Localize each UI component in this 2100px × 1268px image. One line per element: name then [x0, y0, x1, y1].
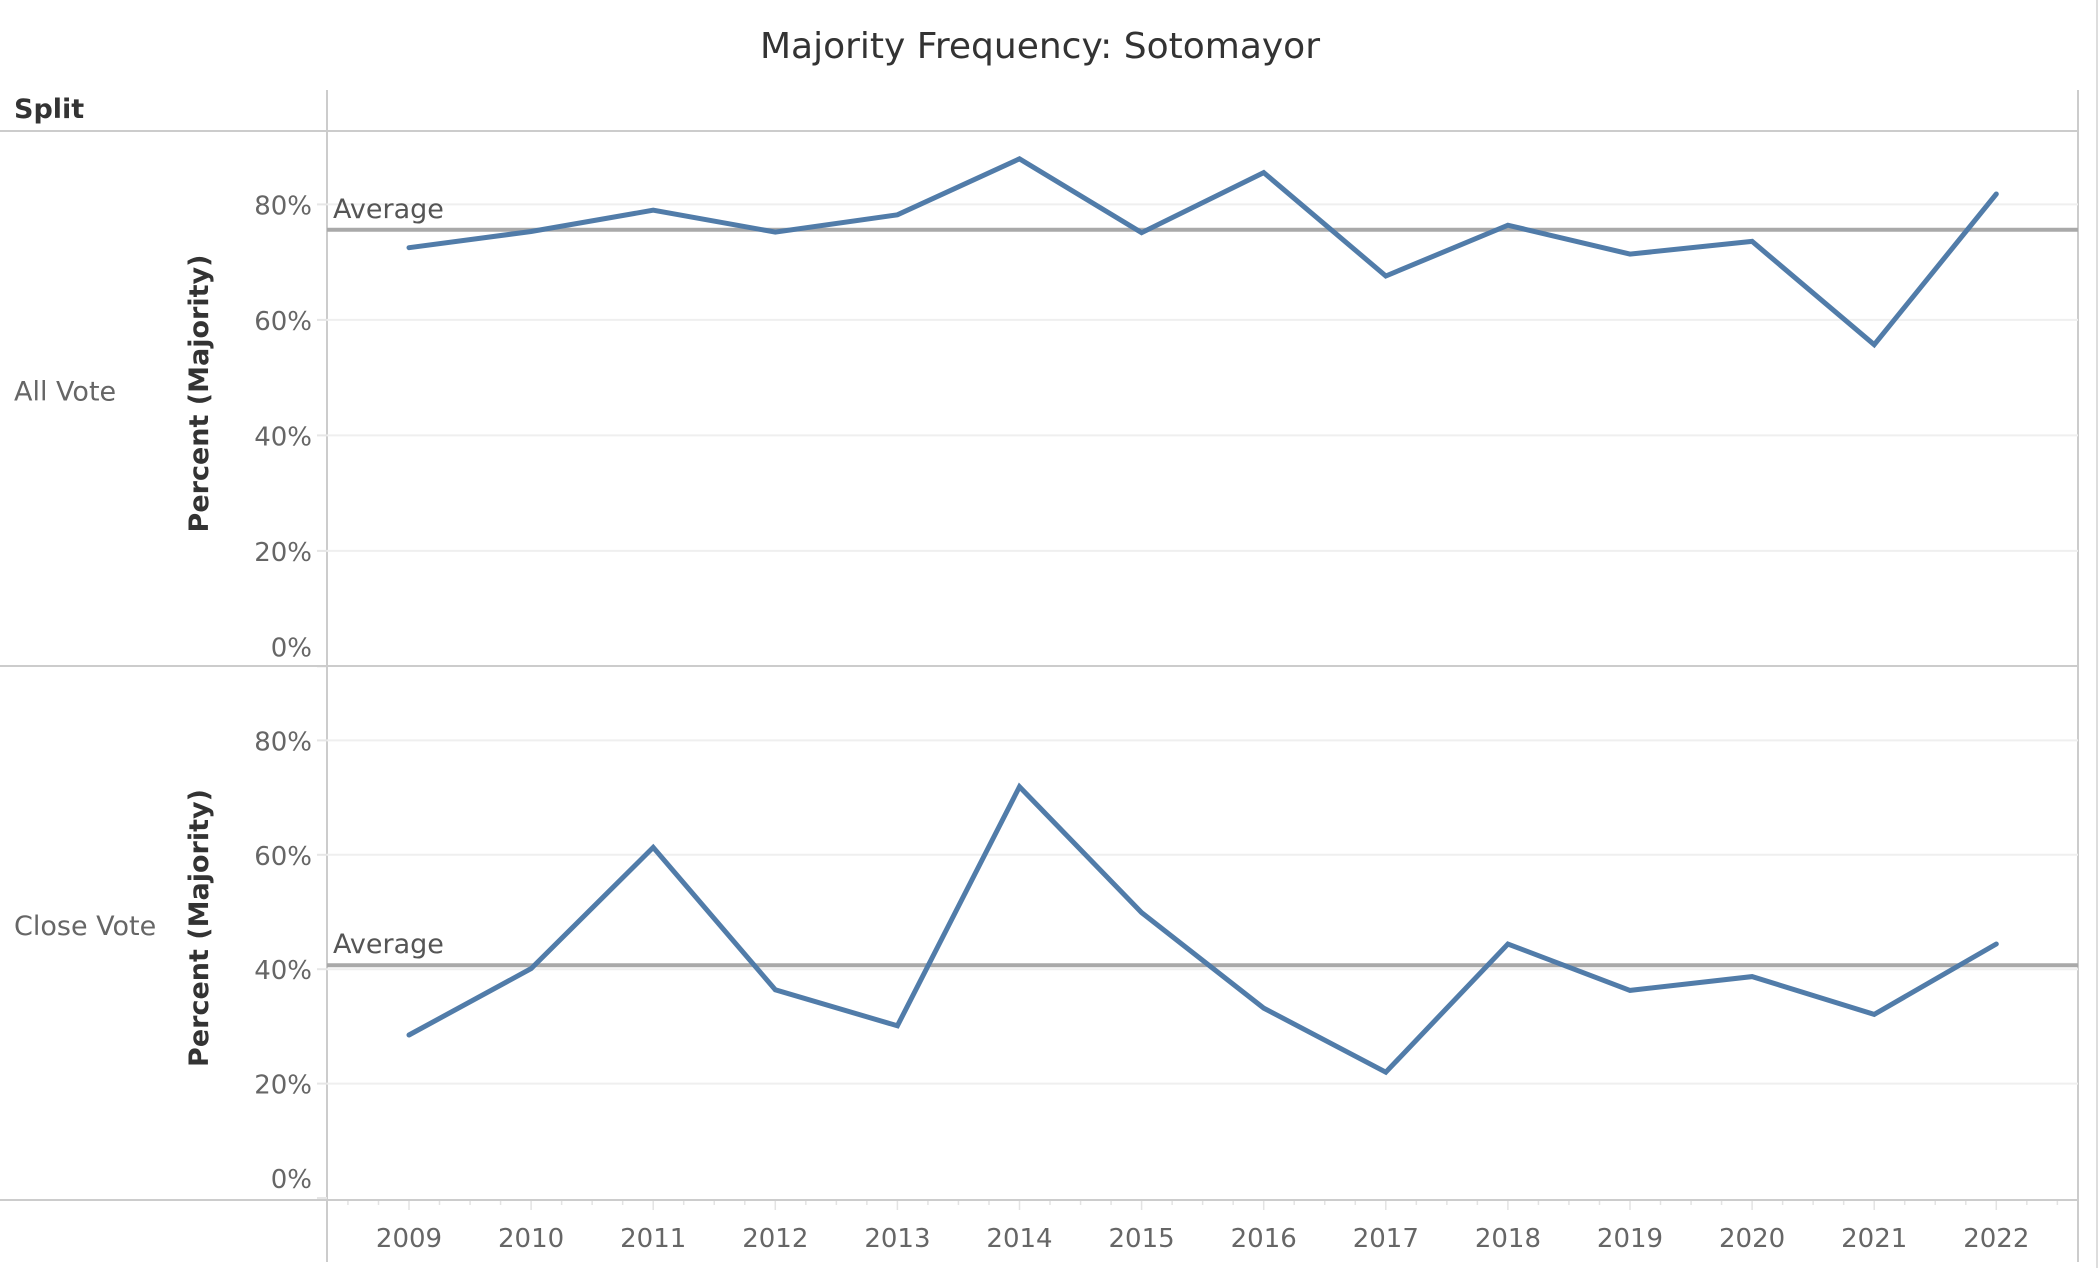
- average-label: Average: [333, 194, 444, 225]
- x-tick-label: 2015: [1109, 1224, 1175, 1254]
- x-tick-label: 2016: [1231, 1224, 1297, 1254]
- x-tick-label: 2019: [1597, 1224, 1663, 1254]
- x-axis: 2009 2010 2011 2012 2013 2014 2015 2016 2017 2018…: [0, 1199, 2079, 1262]
- y-axis-title: Percent (Majority): [184, 789, 215, 1067]
- x-tick-label: 2021: [1841, 1224, 1907, 1254]
- y-tick-label: 40%: [254, 422, 312, 452]
- panel-all-vote: 0% 20% 40% 60% 80% All Vote Percent (Majority)…: [0, 130, 2079, 668]
- panel-close-vote: 0% 20% 40% 60% 80% Close Vote Percent (Majorit…: [0, 665, 2079, 1200]
- panels: 0% 20% 40% 60% 80% All Vote Percent (Majority)…: [0, 130, 2079, 1200]
- y-tick-label: 20%: [254, 538, 312, 568]
- y-tick-label: 0%: [271, 1165, 312, 1195]
- x-tick-label: 2009: [376, 1224, 442, 1254]
- y-tick-label: 0%: [271, 633, 312, 663]
- x-tick-label: 2020: [1719, 1224, 1785, 1254]
- x-tick-label: 2011: [620, 1224, 686, 1254]
- x-tick-label: 2010: [498, 1224, 564, 1254]
- y-tick-label: 80%: [254, 727, 312, 757]
- y-tick-label: 40%: [254, 956, 312, 986]
- series-line[interactable]: [406, 155, 1999, 349]
- x-tick-label: 2018: [1475, 1224, 1541, 1254]
- series-line[interactable]: [406, 782, 1999, 1076]
- row-label[interactable]: Close Vote: [14, 911, 156, 942]
- x-tick-label: 2022: [1963, 1224, 2029, 1254]
- row-label[interactable]: All Vote: [14, 377, 116, 408]
- x-tick-label: 2014: [986, 1224, 1052, 1254]
- y-axis-title: Percent (Majority): [184, 255, 215, 533]
- row-header-split[interactable]: Split: [14, 94, 84, 125]
- y-tick-label: 80%: [254, 191, 312, 221]
- y-tick-label: 60%: [254, 307, 312, 337]
- average-label: Average: [333, 929, 444, 960]
- chart-title: Majority Frequency: Sotomayor: [760, 26, 1320, 67]
- x-tick-label: 2012: [742, 1224, 808, 1254]
- y-tick-label: 60%: [254, 842, 312, 872]
- y-tick-label: 20%: [254, 1071, 312, 1101]
- x-tick-label: 2013: [864, 1224, 930, 1254]
- x-tick-label: 2017: [1353, 1224, 1419, 1254]
